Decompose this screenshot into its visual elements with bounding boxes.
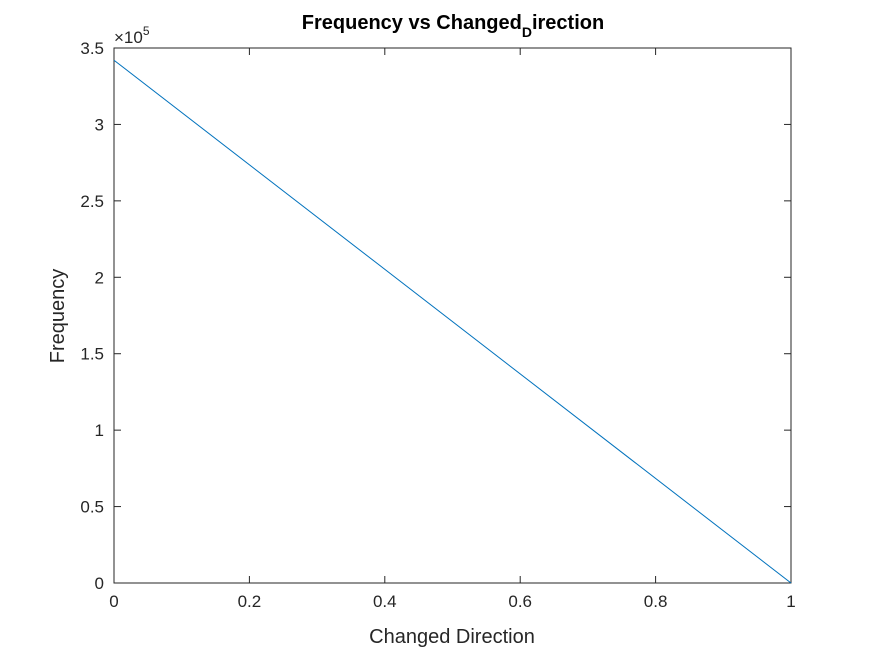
svg-text:Frequency vs ChangedDirection: Frequency vs ChangedDirection xyxy=(302,12,604,40)
x-tick-label: 0.8 xyxy=(644,592,668,611)
x-tick-label: 0.6 xyxy=(508,592,532,611)
y-multiplier-exponent: 5 xyxy=(143,24,150,38)
x-tick-label: 0.4 xyxy=(373,592,397,611)
y-tick-label: 2 xyxy=(95,268,104,287)
y-tick-label: 0.5 xyxy=(80,498,104,517)
chart-title-main: Frequency vs Changed xyxy=(302,12,522,34)
chart-title-tail: irection xyxy=(532,12,604,34)
x-axis-label: Changed Direction xyxy=(369,626,535,648)
y-tick-label: 1 xyxy=(95,421,104,440)
chart-title: Frequency vs ChangedDirection xyxy=(302,12,604,40)
x-tick-label: 1 xyxy=(786,592,795,611)
y-tick-label: 1.5 xyxy=(80,345,104,364)
x-tick-label: 0.2 xyxy=(238,592,262,611)
series-line-0 xyxy=(113,59,792,584)
y-tick-label: 0 xyxy=(95,574,104,593)
y-axis-multiplier: ×105 xyxy=(114,24,150,47)
y-tick-label: 3.5 xyxy=(80,39,104,58)
chart-title-subscript: D xyxy=(522,24,532,40)
axes-box xyxy=(113,47,792,584)
plot-area: 0 0.2 0.4 0.6 0.8 1 0 0.5 1 1.5 2 2.5 3 3.5 xyxy=(80,39,795,611)
svg-text:×105: ×105 xyxy=(114,24,150,47)
y-axis-label: Frequency xyxy=(47,269,69,364)
x-tick-label: 0 xyxy=(109,592,118,611)
y-tick-label: 3 xyxy=(95,115,104,134)
y-multiplier-base: ×10 xyxy=(114,28,143,47)
y-tick-label: 2.5 xyxy=(80,192,104,211)
